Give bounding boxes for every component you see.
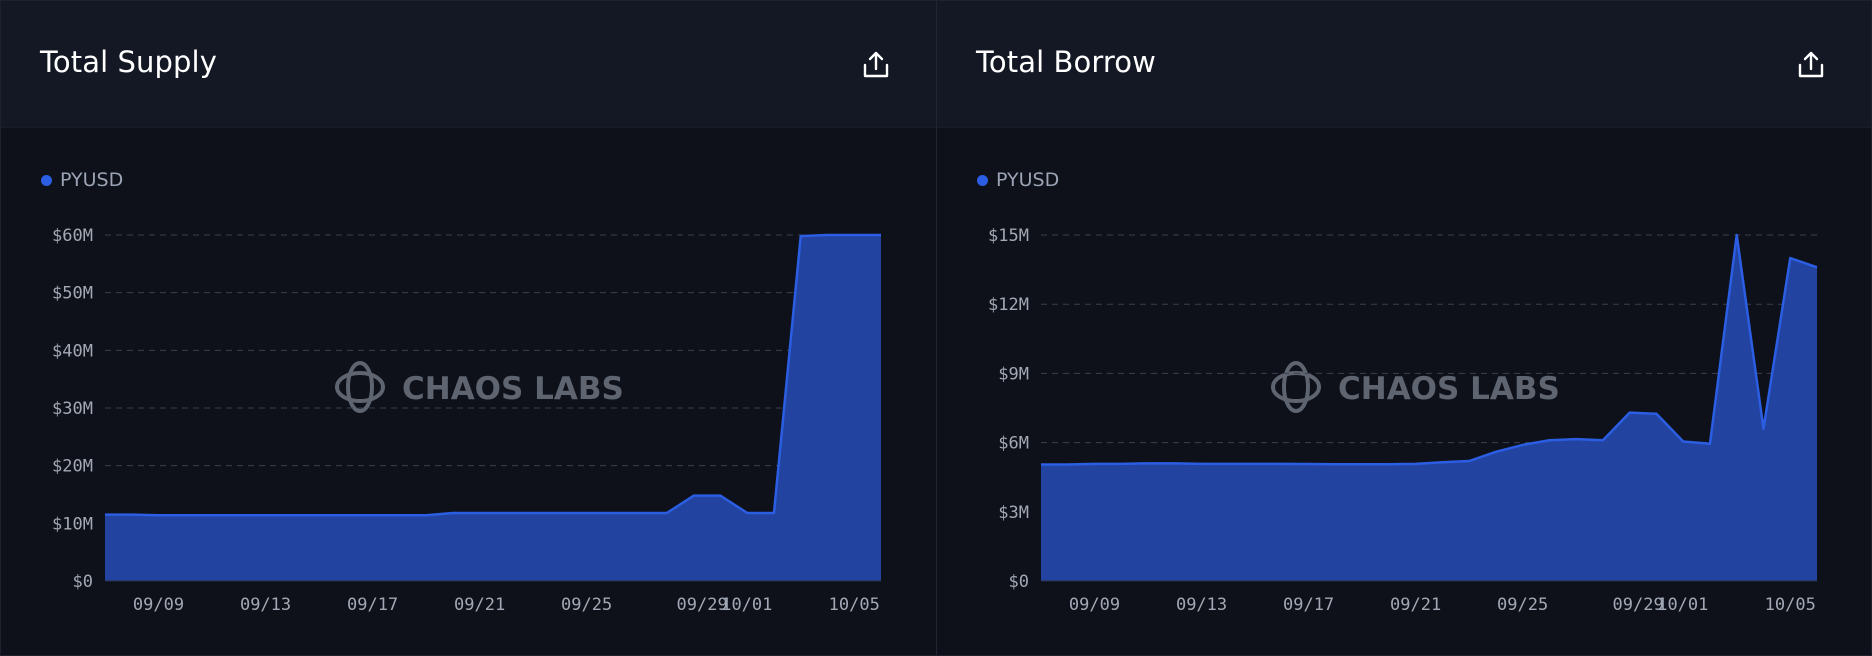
- x-tick-label: 09/17: [1283, 595, 1334, 615]
- total-borrow-panel: Total Borrow PYUSD CHAOS LABS $0 $3M $6M $9M…: [936, 1, 1871, 655]
- x-tick-label: 09/13: [1176, 595, 1227, 615]
- series-line: [1041, 233, 1818, 466]
- x-tick-label: 10/05: [1765, 595, 1816, 615]
- y-tick-label: $20M: [52, 457, 93, 477]
- watermark-text: CHAOS LABS: [1338, 371, 1560, 407]
- y-tick-label: $50M: [52, 284, 93, 304]
- x-tick-label: 09/09: [133, 595, 184, 615]
- share-export-icon[interactable]: [860, 49, 892, 81]
- series-area: [105, 235, 881, 581]
- x-tick-label: 09/29: [1613, 595, 1664, 615]
- series-area: [1041, 235, 1817, 581]
- watermark-text: CHAOS LABS: [402, 371, 624, 407]
- y-tick-label: $30M: [52, 399, 93, 419]
- x-tick-label: 09/21: [1390, 595, 1441, 615]
- x-tick-label: 09/17: [347, 595, 398, 615]
- chaos-labs-watermark: CHAOS LABS: [1271, 361, 1560, 413]
- x-tick-label: 09/21: [454, 595, 505, 615]
- y-tick-label: $3M: [998, 503, 1029, 523]
- chart-legend[interactable]: PYUSD: [41, 169, 123, 191]
- x-tick-label: 09/09: [1069, 595, 1120, 615]
- x-tick-label: 09/25: [561, 595, 612, 615]
- legend-color-dot: [41, 174, 52, 186]
- series-line: [105, 233, 881, 517]
- chaos-labs-watermark: CHAOS LABS: [335, 361, 624, 413]
- panel-title: Total Supply: [40, 45, 217, 79]
- legend-label: PYUSD: [996, 169, 1060, 191]
- legend-color-dot: [977, 174, 988, 186]
- x-tick-label: 09/29: [677, 595, 728, 615]
- total-borrow-chart: CHAOS LABS $0 $3M $6M $9M $12M $15M 09/09 09/13 0…: [988, 226, 1818, 615]
- y-tick-label: $6M: [998, 434, 1029, 454]
- y-tick-label: $9M: [998, 364, 1029, 384]
- x-tick-label: 09/13: [240, 595, 291, 615]
- share-export-icon[interactable]: [1795, 49, 1827, 81]
- y-tick-label: $0: [1009, 572, 1029, 592]
- panel-header: Total Supply: [1, 1, 936, 128]
- x-tick-label: 10/01: [721, 595, 772, 615]
- y-tick-label: $15M: [988, 226, 1029, 246]
- panel-header: Total Borrow: [937, 1, 1871, 128]
- y-tick-label: $40M: [52, 341, 93, 361]
- total-supply-chart: CHAOS LABS $0 $10M $20M $30M $40M $50M $60M 09/0…: [52, 226, 881, 615]
- y-tick-label: $0: [73, 572, 93, 592]
- y-tick-label: $10M: [52, 514, 93, 534]
- panel-title: Total Borrow: [976, 45, 1156, 79]
- chart-legend[interactable]: PYUSD: [977, 169, 1059, 191]
- x-tick-label: 10/01: [1657, 595, 1708, 615]
- total-supply-panel: Total Supply PYUSD CHAOS LABS $0 $10M $20M $…: [1, 1, 936, 655]
- x-tick-label: 10/05: [829, 595, 880, 615]
- x-tick-label: 09/25: [1497, 595, 1548, 615]
- y-tick-label: $60M: [52, 226, 93, 246]
- y-tick-label: $12M: [988, 295, 1029, 315]
- legend-label: PYUSD: [60, 169, 124, 191]
